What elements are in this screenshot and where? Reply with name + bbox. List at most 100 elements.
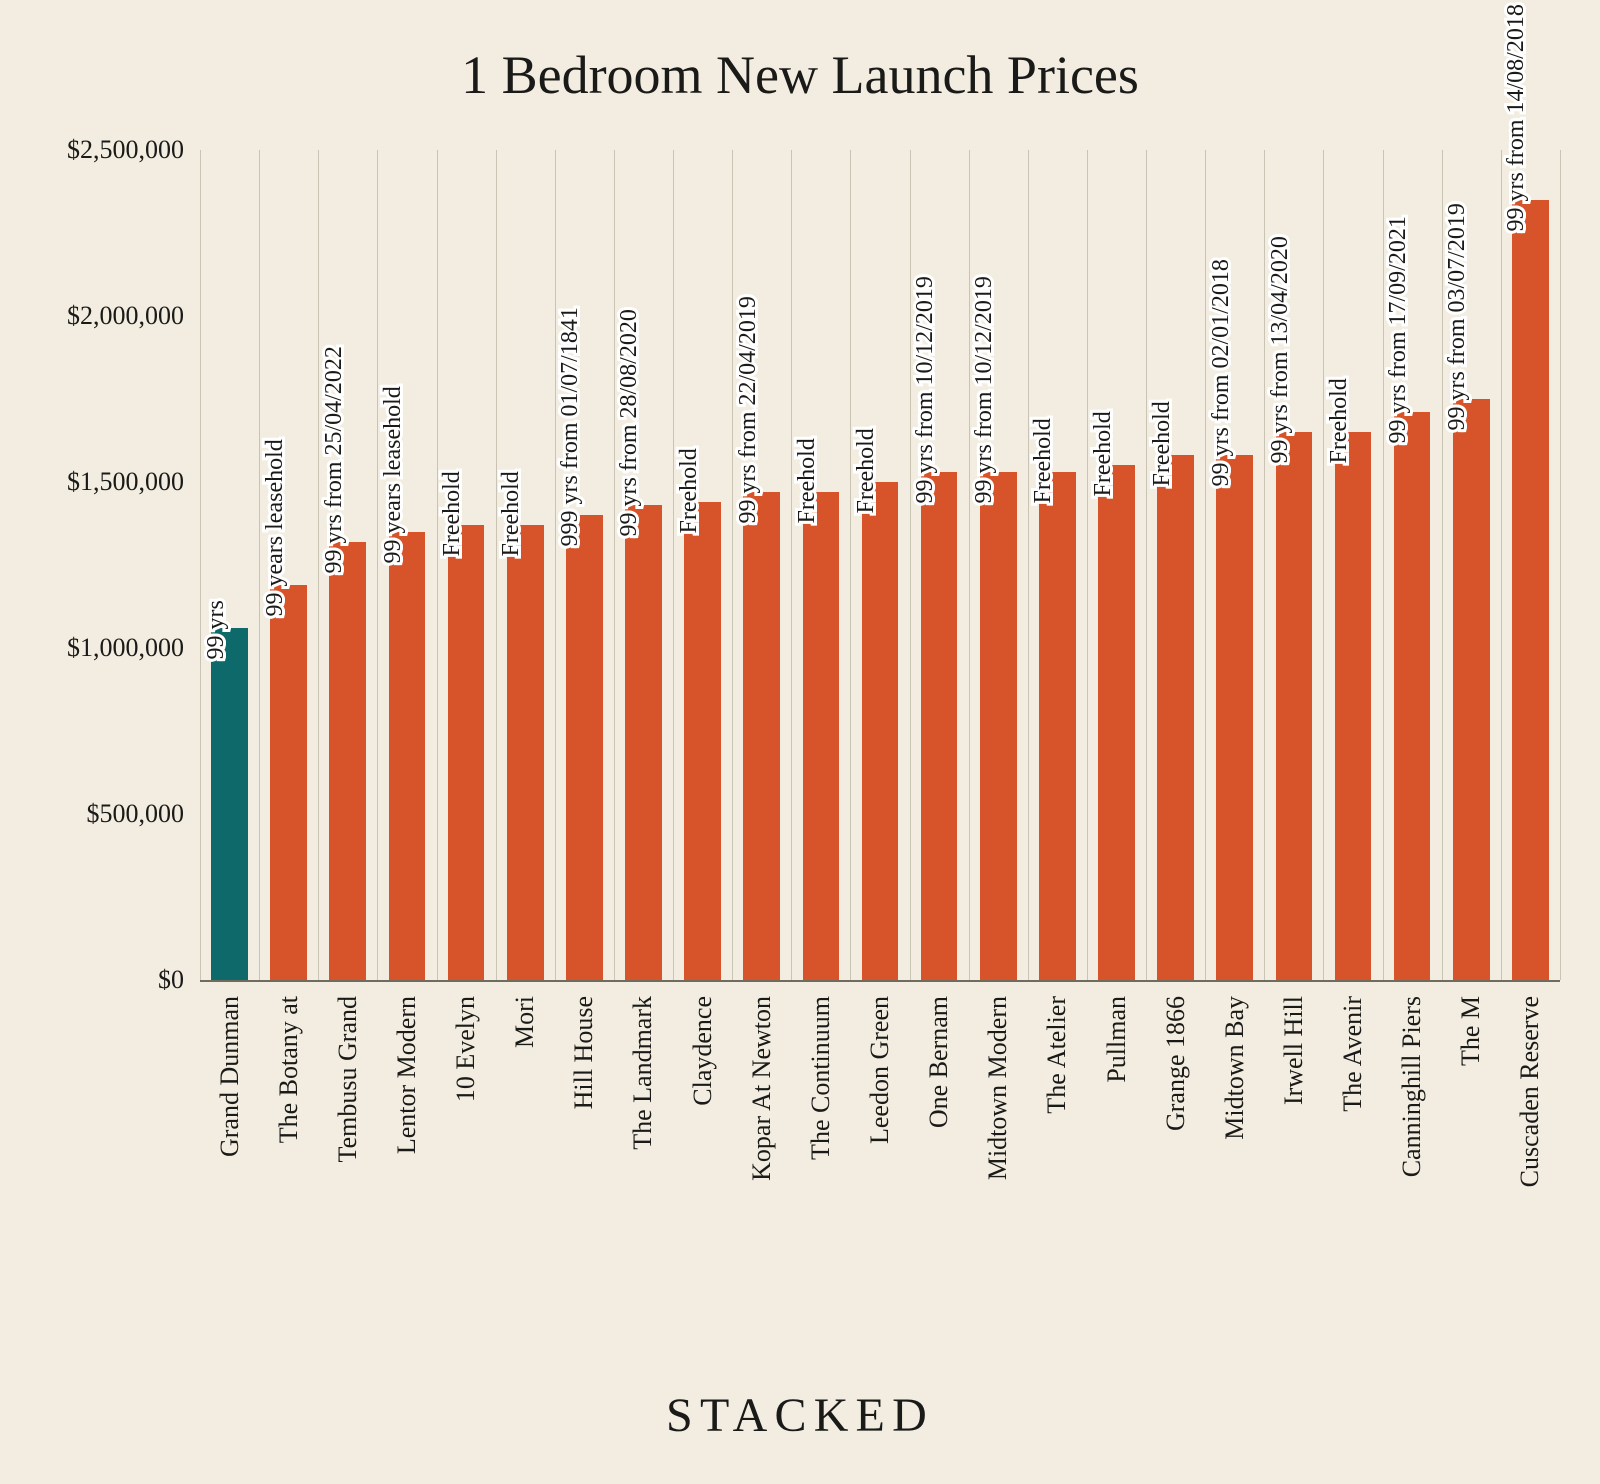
x-axis-category-label: Pullman (1102, 996, 1132, 1083)
vertical-gridline (673, 150, 674, 980)
vertical-gridline (318, 150, 319, 980)
bar-tenure-label: 999 yrs from 01/07/1841 (557, 307, 584, 546)
vertical-gridline (850, 150, 851, 980)
vertical-gridline (791, 150, 792, 980)
vertical-gridline (1501, 150, 1502, 980)
x-axis-category-label: Canninghill Piers (1397, 996, 1427, 1177)
x-axis-category-label: The Atelier (1042, 996, 1072, 1114)
vertical-gridline (969, 150, 970, 980)
bar (507, 525, 544, 980)
bar (1394, 412, 1431, 980)
bar (1453, 399, 1490, 980)
bar (1098, 465, 1135, 980)
y-axis-tick-label: $1,500,000 (67, 467, 184, 497)
plot-area: $0$500,000$1,000,000$1,500,000$2,000,000… (200, 150, 1560, 980)
bar-tenure-label: Freehold (1149, 402, 1176, 487)
bar (980, 472, 1017, 980)
vertical-gridline (1442, 150, 1443, 980)
bar (270, 585, 307, 980)
bar (862, 482, 899, 980)
bar (1216, 455, 1253, 980)
bar (211, 628, 248, 980)
vertical-gridline (200, 150, 201, 980)
bar (684, 502, 721, 980)
vertical-gridline (614, 150, 615, 980)
chart-page: 1 Bedroom New Launch Prices $0$500,000$1… (0, 0, 1600, 1484)
x-axis-category-label: Kopar At Newton (747, 996, 777, 1181)
vertical-gridline (732, 150, 733, 980)
x-axis-category-label: Irwell Hill (1279, 996, 1309, 1105)
bar-tenure-label: 99 yrs from 13/04/2020 (1267, 236, 1294, 463)
bar (448, 525, 485, 980)
chart-title: 1 Bedroom New Launch Prices (0, 44, 1600, 106)
y-axis-tick-label: $0 (158, 965, 184, 995)
bar (1157, 455, 1194, 980)
bar-tenure-label: Freehold (1030, 418, 1057, 503)
x-axis-category-label: The Avenir (1338, 996, 1368, 1112)
bar-tenure-label: Freehold (794, 438, 821, 523)
bar (566, 515, 603, 980)
brand-logo: STACKED (0, 1388, 1600, 1443)
bar (921, 472, 958, 980)
bar (1512, 200, 1549, 980)
bar (1039, 472, 1076, 980)
bar-tenure-label: Freehold (498, 471, 525, 556)
x-axis-category-label: Cuscaden Reserve (1515, 996, 1545, 1187)
x-axis-category-label: The Continuum (806, 996, 836, 1160)
y-axis-tick-label: $1,000,000 (67, 633, 184, 663)
x-axis-category-label: The Landmark (628, 996, 658, 1150)
bar (1335, 432, 1372, 980)
bar-tenure-label: 99 yrs from 02/01/2018 (1208, 260, 1235, 487)
y-axis-tick-label: $2,000,000 (67, 301, 184, 331)
x-axis-category-label: The M (1456, 996, 1486, 1066)
x-axis-category-label: The Botany at (274, 996, 304, 1143)
x-axis-line (200, 980, 1560, 982)
bar-tenure-label: 99 yrs from 10/12/2019 (912, 276, 939, 503)
x-axis-category-label: One Bernam (924, 996, 954, 1128)
x-axis-category-label: Tembusu Grand (333, 996, 363, 1162)
bar-tenure-label: 99 yrs from 14/08/2018 (1503, 4, 1530, 231)
vertical-gridline (910, 150, 911, 980)
bar-tenure-label: 99 yrs from 22/04/2019 (735, 296, 762, 523)
bar (743, 492, 780, 980)
x-axis-category-label: Lentor Modern (392, 996, 422, 1154)
vertical-gridline (1205, 150, 1206, 980)
bar (1276, 432, 1313, 980)
vertical-gridline (1146, 150, 1147, 980)
x-axis-category-label: Midtown Modern (983, 996, 1013, 1180)
bar-tenure-label: 99 yrs from 25/04/2022 (321, 346, 348, 573)
bar-tenure-label: Freehold (1090, 412, 1117, 497)
vertical-gridline (555, 150, 556, 980)
x-axis-category-label: Leedon Green (865, 996, 895, 1144)
bar-tenure-label: 99 yrs from 17/09/2021 (1385, 216, 1412, 443)
bar-tenure-label: 99 years leasehold (262, 439, 289, 616)
vertical-gridline (1028, 150, 1029, 980)
bar (389, 532, 426, 980)
vertical-gridline (259, 150, 260, 980)
bar-tenure-label: Freehold (676, 448, 703, 533)
bar-tenure-label: 99 yrs from 03/07/2019 (1444, 203, 1471, 430)
bar-tenure-label: 99 yrs (203, 600, 230, 659)
y-axis-tick-label: $2,500,000 (67, 135, 184, 165)
vertical-gridline (437, 150, 438, 980)
bar (803, 492, 840, 980)
vertical-gridline (496, 150, 497, 980)
bar-tenure-label: Freehold (439, 471, 466, 556)
x-axis-category-label: Midtown Bay (1220, 996, 1250, 1140)
vertical-gridline (1560, 150, 1561, 980)
bar-tenure-label: 99 yrs from 28/08/2020 (616, 309, 643, 536)
bar-tenure-label: Freehold (853, 428, 880, 513)
y-axis-tick-label: $500,000 (87, 799, 185, 829)
bar (625, 505, 662, 980)
bar-tenure-label: Freehold (1326, 378, 1353, 463)
x-axis-category-label: Hill House (569, 996, 599, 1109)
x-axis-category-label: Grand Dunman (215, 996, 245, 1157)
bar-tenure-label: 99 yrs from 10/12/2019 (971, 276, 998, 503)
vertical-gridline (1087, 150, 1088, 980)
x-axis-category-label: Grange 1866 (1161, 996, 1191, 1131)
x-axis-category-label: Mori (510, 996, 540, 1048)
bar-tenure-label: 99 years leasehold (380, 386, 407, 563)
x-axis-category-label: 10 Evelyn (451, 996, 481, 1102)
vertical-gridline (1383, 150, 1384, 980)
vertical-gridline (1323, 150, 1324, 980)
